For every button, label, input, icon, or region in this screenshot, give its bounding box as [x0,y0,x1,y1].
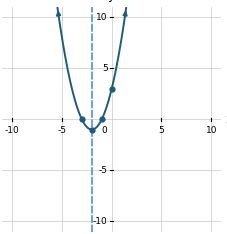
Text: 5: 5 [158,127,164,135]
Text: x: x [225,113,227,126]
Text: 10: 10 [205,127,216,135]
Text: -5: -5 [98,166,107,175]
Text: -10: -10 [93,217,107,226]
Text: 5: 5 [101,64,107,73]
Text: 0: 0 [101,127,106,135]
Text: 10: 10 [96,13,107,22]
Text: -5: -5 [57,127,66,135]
Text: -10: -10 [5,127,20,135]
Text: y: y [108,0,115,2]
